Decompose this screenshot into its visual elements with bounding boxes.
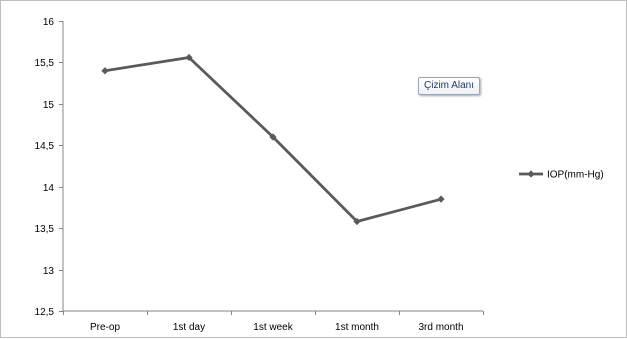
legend-label: IOP(mm-Hg) bbox=[547, 170, 604, 181]
plot-area-tooltip: Çizim Alanı bbox=[418, 77, 481, 95]
x-tick-label: 3rd month bbox=[418, 322, 463, 333]
data-point-marker bbox=[353, 217, 361, 226]
y-tick-label: 13,5 bbox=[35, 224, 55, 235]
y-tick-label: 13 bbox=[43, 266, 55, 277]
x-tick-label: 1st week bbox=[253, 322, 293, 333]
data-point-marker bbox=[101, 67, 109, 75]
y-tick-label: 12,5 bbox=[35, 307, 55, 318]
y-tick-label: 14 bbox=[43, 183, 55, 194]
y-tick-label: 15,5 bbox=[35, 58, 55, 69]
data-point-marker bbox=[437, 195, 445, 203]
x-tick-label: 1st month bbox=[335, 322, 379, 333]
x-tick-label: Pre-op bbox=[90, 322, 120, 333]
y-tick-label: 15 bbox=[43, 100, 55, 111]
y-tick-label: 16 bbox=[43, 17, 55, 28]
data-point-marker bbox=[185, 53, 193, 62]
y-tick-label: 14,5 bbox=[35, 141, 55, 152]
data-point-marker bbox=[269, 133, 277, 141]
legend-marker bbox=[527, 170, 535, 178]
x-tick-label: 1st day bbox=[173, 322, 205, 333]
